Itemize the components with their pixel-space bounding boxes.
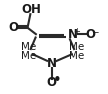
Text: N: N — [68, 28, 78, 41]
Text: N: N — [47, 57, 57, 70]
Text: +: + — [74, 27, 80, 36]
Text: −: − — [91, 27, 98, 36]
Text: Me: Me — [21, 42, 36, 52]
Text: Me: Me — [68, 51, 84, 61]
Text: O: O — [8, 21, 18, 34]
Text: Me: Me — [68, 42, 84, 52]
Text: OH: OH — [21, 3, 41, 16]
Text: •: • — [52, 73, 61, 88]
Text: O: O — [85, 28, 95, 41]
Text: O: O — [47, 76, 57, 89]
Text: Me: Me — [21, 51, 36, 61]
